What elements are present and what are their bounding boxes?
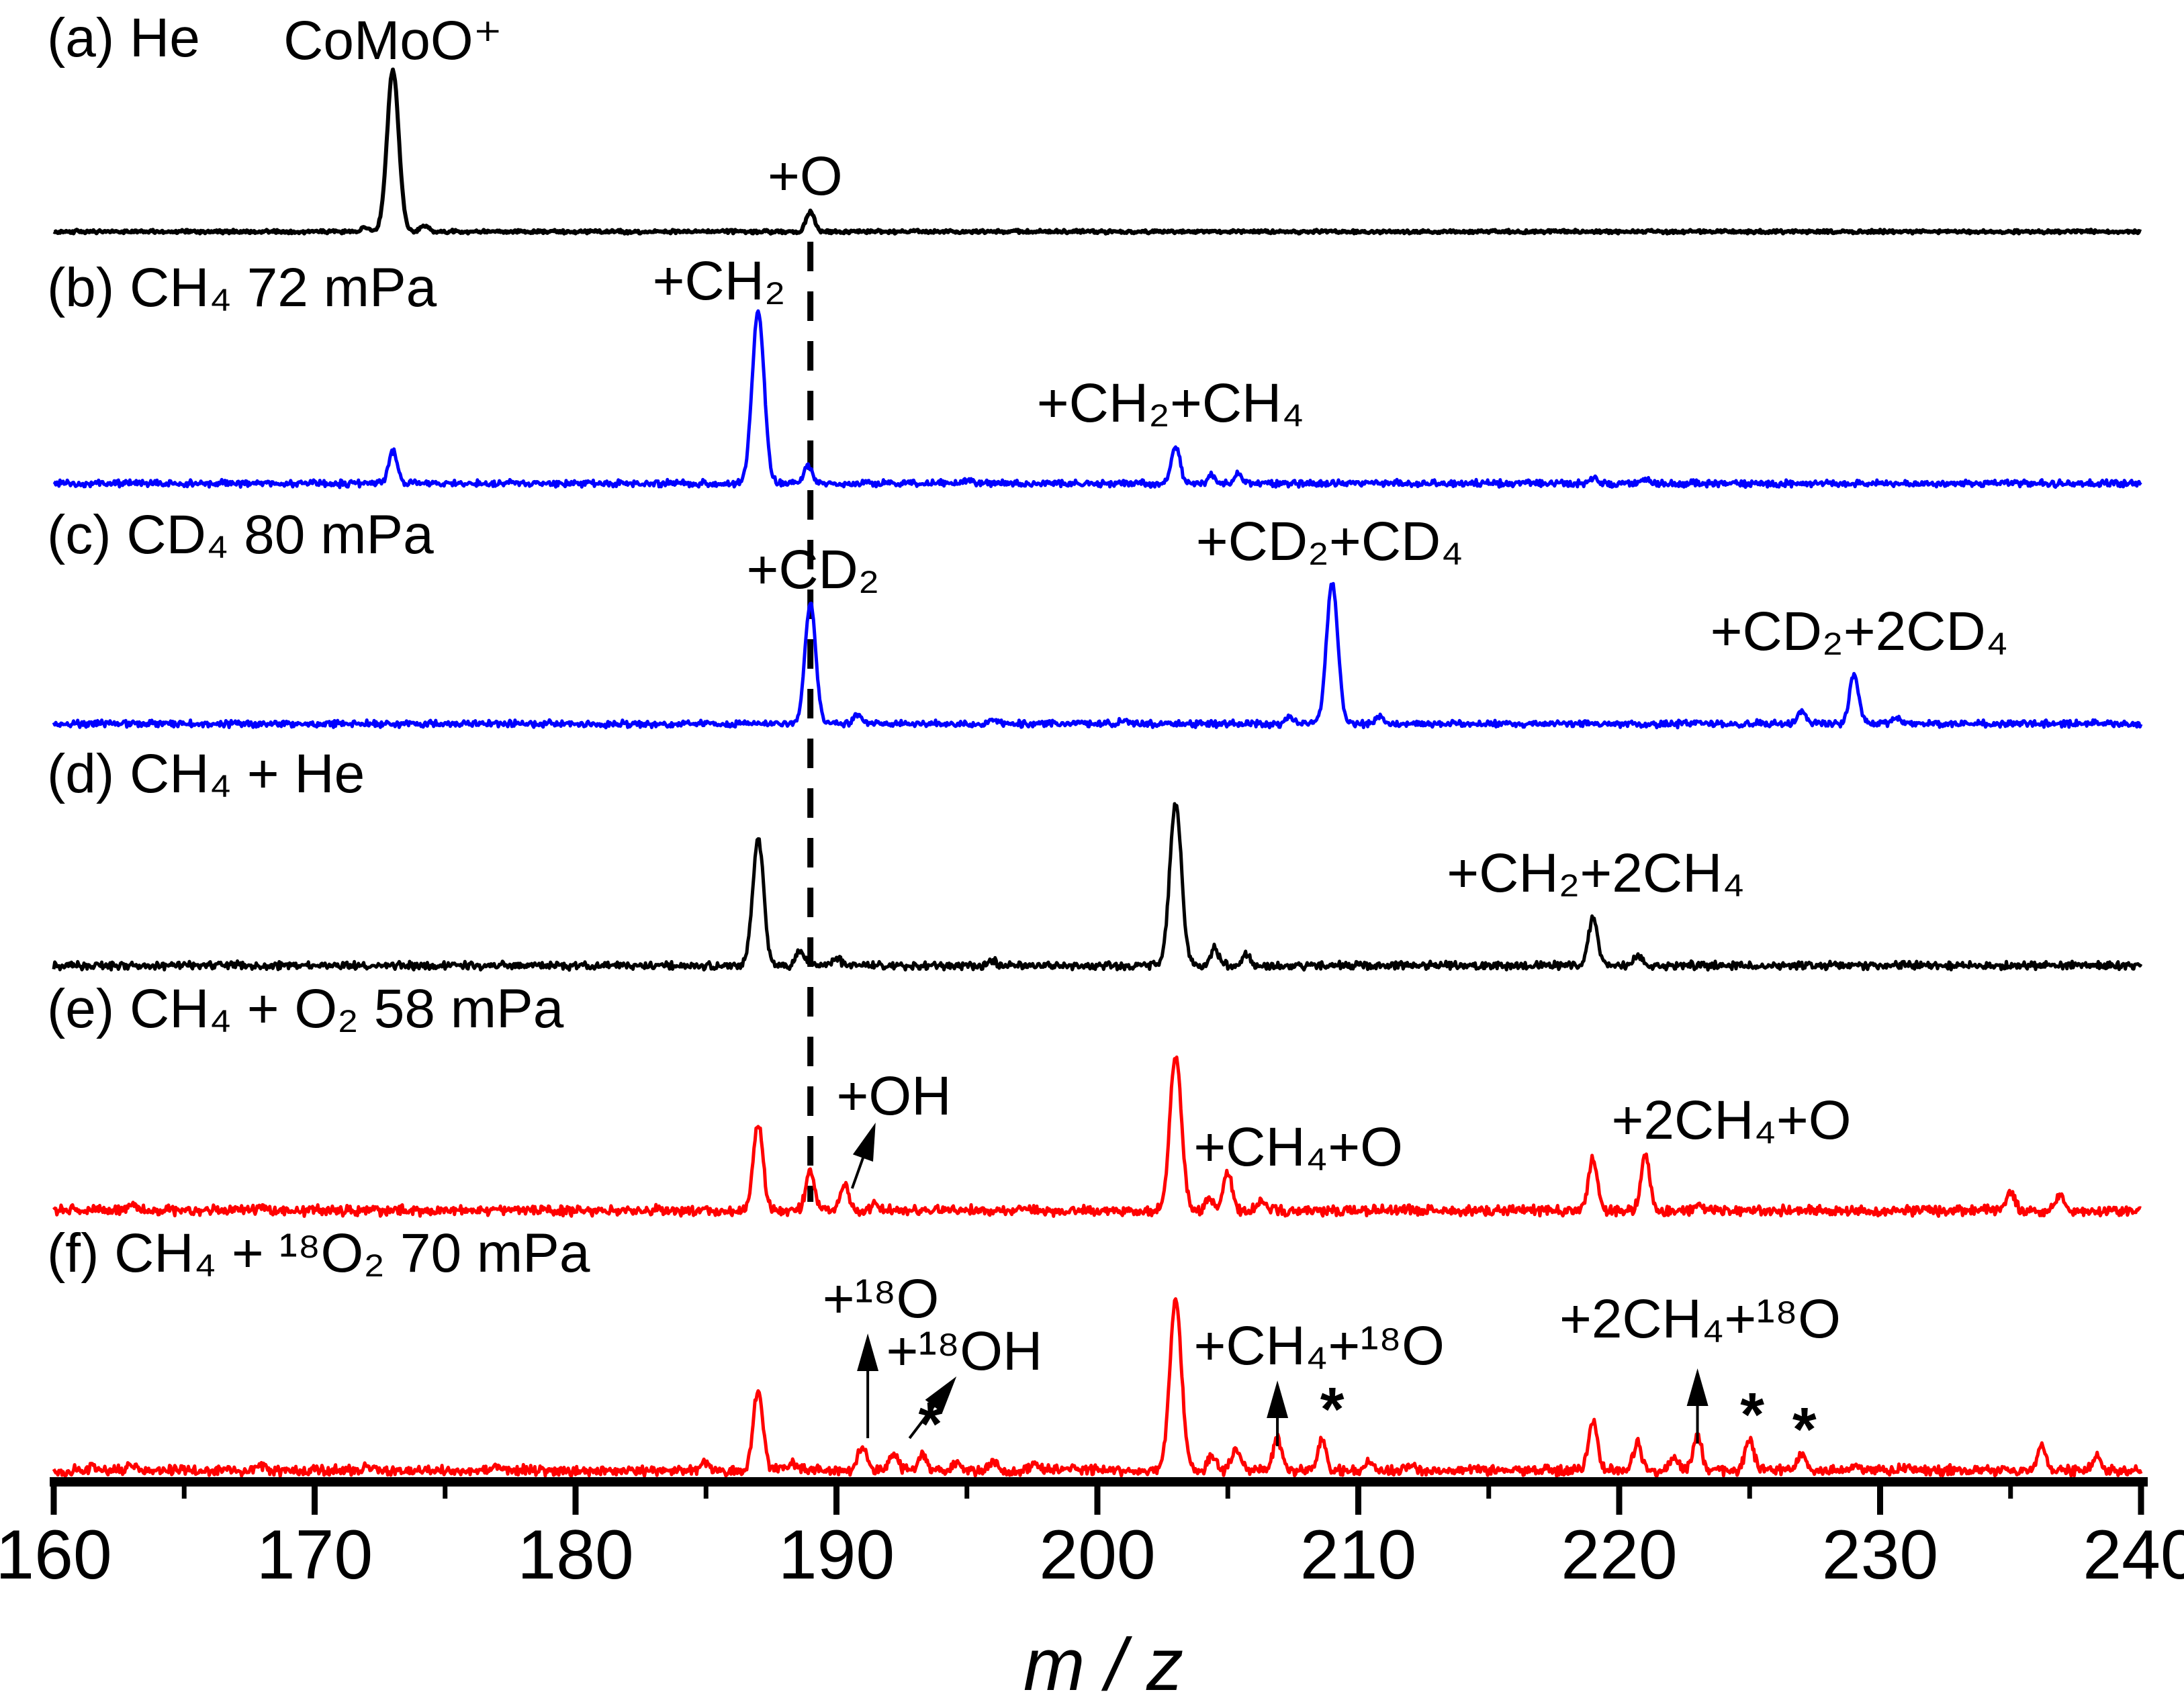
x-axis-line [50,1477,2148,1487]
x-axis-major-tick [312,1487,318,1515]
peak-label-a-0: CoMoO⁺ [283,10,502,71]
annotation-arrow-head [925,1376,957,1413]
peak-label-d-0: +CH₂+2CH₄ [1447,843,1745,904]
x-tick-label-240: 240 [2083,1516,2184,1594]
x-axis-minor-tick [1486,1487,1492,1499]
panel-label-b: (b) CH₄ 72 mPa [47,257,437,318]
peak-label-f-2: +CH₄+¹⁸O [1193,1315,1445,1376]
x-tick-label-210: 210 [1300,1516,1417,1594]
x-tick-label-200: 200 [1039,1516,1156,1594]
annotation-arrow-head [1267,1380,1289,1418]
x-axis-minor-tick [1225,1487,1230,1499]
peak-label-c-1: +CD₂+CD₄ [1195,511,1463,572]
trace-b [52,309,2142,489]
x-axis-major-tick [1616,1487,1623,1515]
annotation-arrow-line [850,1152,866,1189]
panel-label-e: (e) CH₄ + O₂ 58 mPa [47,978,564,1039]
x-axis-minor-tick [2008,1487,2013,1499]
peak-label-c-0: +CD₂ [746,539,880,600]
x-tick-label-220: 220 [1561,1516,1678,1594]
x-tick-label-180: 180 [517,1516,634,1594]
annotation-arrow-head [852,1123,876,1162]
peak-label-c-2: +CD₂+2CD₄ [1710,601,2009,662]
x-axis-major-tick [833,1487,839,1515]
panel-label-f: (f) CH₄ + ¹⁸O₂ 70 mPa [47,1223,590,1284]
peak-label-f-0: +¹⁸O [822,1268,940,1329]
peak-label-e-1: +CH₄+O [1193,1117,1403,1178]
peak-label-e-0: +OH [836,1066,952,1127]
asterisk-marker-f-2: * [1740,1380,1765,1450]
panel-label-a: (a) He [47,7,200,68]
x-axis-major-tick [2138,1487,2144,1515]
x-axis-minor-tick [703,1487,709,1499]
asterisk-marker-f-0: * [918,1390,943,1459]
peak-label-f-3: +2CH₄+¹⁸O [1559,1288,1841,1350]
asterisk-marker-f-3: * [1792,1395,1817,1464]
trace-f [52,1297,2143,1478]
annotation-arrow-head [857,1333,879,1371]
x-tick-label-170: 170 [256,1516,373,1594]
trace-c [52,581,2143,730]
peak-label-e-2: +2CH₄+O [1611,1090,1852,1151]
x-tick-label-190: 190 [778,1516,895,1594]
x-axis-minor-tick [1747,1487,1752,1499]
x-axis-major-tick [1355,1487,1361,1515]
asterisk-marker-f-1: * [1320,1375,1345,1444]
annotation-arrow-line [908,1401,938,1440]
peak-label-a-1: +O [768,146,843,207]
panel-label-c: (c) CD₄ 80 mPa [47,504,434,565]
trace-a [52,67,2142,236]
x-axis-major-tick [50,1487,57,1515]
x-tick-label-230: 230 [1821,1516,1939,1594]
peak-label-b-1: +CH₂+CH₄ [1036,373,1304,434]
x-axis-major-tick [1877,1487,1883,1515]
trace-e [52,1055,2142,1218]
peak-label-f-1: +¹⁸OH [886,1321,1043,1382]
x-tick-label-160: 160 [0,1516,112,1594]
x-axis-title: m / z [1023,1624,1184,1692]
x-axis-minor-tick [443,1487,448,1499]
x-axis-major-tick [1094,1487,1101,1515]
panel-label-d: (d) CH₄ + He [47,743,365,804]
trace-d [52,802,2143,972]
x-axis-major-tick [572,1487,579,1515]
peak-label-b-0: +CH₂ [652,250,786,312]
x-axis-minor-tick [964,1487,970,1499]
x-axis-minor-tick [181,1487,187,1499]
annotation-arrow-head [1686,1368,1709,1406]
